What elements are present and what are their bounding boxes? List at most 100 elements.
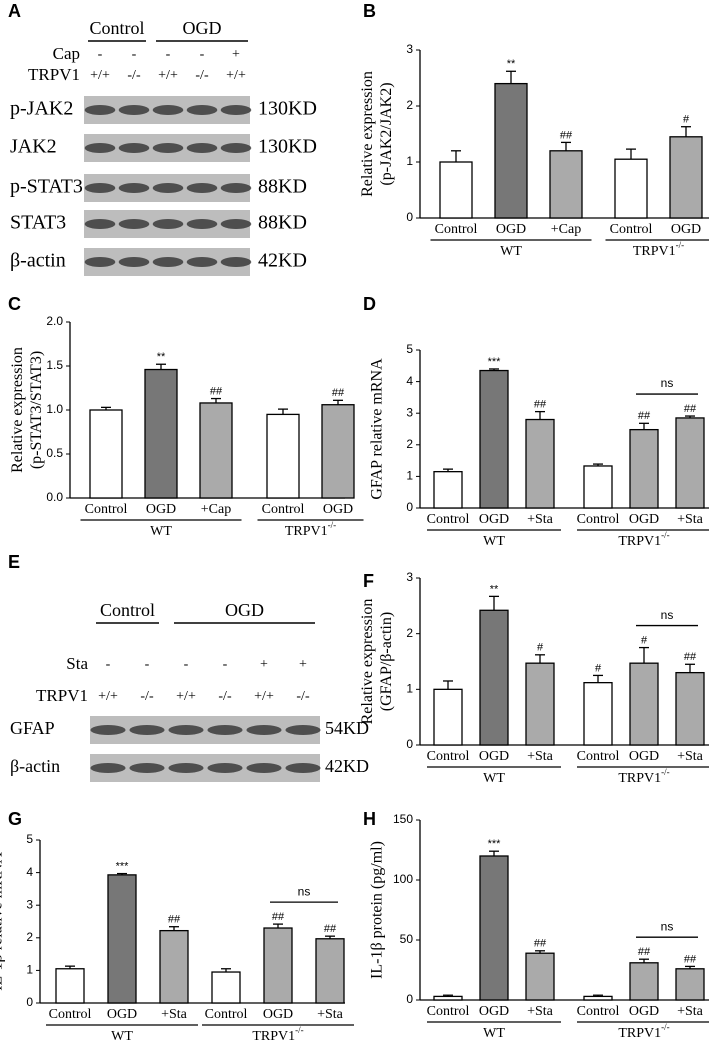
y-tick-label: 1 (406, 154, 413, 168)
protein-size: 130KD (258, 136, 317, 158)
y-axis-label: GFAP relative mRNA (369, 358, 386, 500)
group-header: Control (100, 600, 155, 620)
group-header: OGD (225, 600, 264, 620)
group-label-text: WT (483, 534, 505, 549)
y-tick-label: 3 (26, 897, 33, 911)
blot-band (118, 257, 150, 267)
bar (433, 471, 463, 509)
x-tick-label: +Sta (527, 749, 554, 764)
blot-band (118, 105, 150, 115)
blot-band (186, 143, 218, 153)
lane-label: +/+ (158, 68, 178, 83)
group-label-sup: -/- (661, 530, 670, 540)
blot-band (152, 219, 184, 229)
y-tick-label: 150 (393, 812, 413, 826)
panel-letter: H (363, 809, 376, 829)
bar (525, 418, 555, 509)
blot-band (152, 105, 184, 115)
x-tick-label: Control (427, 749, 470, 764)
blot-band (168, 763, 204, 773)
x-tick-label: +Cap (551, 222, 581, 237)
bar (55, 968, 85, 1004)
lane-label: + (260, 657, 268, 672)
lane-label: -/- (195, 68, 209, 83)
x-tick-label: OGD (629, 1004, 659, 1019)
bar (614, 158, 648, 219)
group-label: TRPV1-/- (633, 240, 684, 259)
significance: # (595, 662, 602, 674)
x-tick-label: Control (427, 1004, 470, 1019)
lane-label: +/+ (226, 68, 246, 83)
group-label-sup: -/- (328, 520, 337, 530)
lane-label: +/+ (176, 689, 196, 704)
significance: ## (272, 911, 285, 923)
y-tick-label: 1 (406, 682, 413, 696)
group-label: WT (150, 524, 172, 539)
lane-label: +/+ (98, 689, 118, 704)
x-tick-label: +Sta (677, 749, 704, 764)
significance: # (537, 642, 544, 654)
panel-letter: C (8, 294, 21, 314)
x-tick-label: +Cap (201, 502, 231, 517)
bar (315, 938, 345, 1004)
bar (669, 136, 703, 219)
group-label-text: TRPV1 (618, 534, 661, 549)
protein-name: p-STAT3 (10, 176, 83, 198)
group-label-text: TRPV1 (618, 771, 661, 786)
y-tick-label: 50 (400, 932, 414, 946)
x-tick-label: OGD (479, 512, 509, 527)
bar (583, 682, 613, 746)
y-tick-label: 3 (406, 42, 413, 56)
blot-strip (90, 716, 320, 744)
significance: *** (116, 860, 130, 872)
y-tick-label: 0 (26, 995, 33, 1009)
significance: ## (168, 914, 181, 926)
bracket-label: ns (661, 608, 674, 622)
y-tick-label: 2.0 (46, 314, 63, 328)
x-tick-label: OGD (479, 1004, 509, 1019)
y-tick-label: 0 (406, 992, 413, 1006)
bar (525, 662, 555, 746)
lane-label: - (184, 657, 189, 672)
significance: *** (488, 356, 502, 368)
significance: ## (324, 923, 337, 935)
blot-band (220, 219, 252, 229)
x-tick-label: OGD (263, 1007, 293, 1022)
blot-band (118, 143, 150, 153)
blot-band (84, 183, 116, 193)
lane-label: - (98, 47, 103, 62)
significance: ## (332, 387, 345, 399)
blot-band (186, 219, 218, 229)
y-axis-label: Relative expression (359, 71, 376, 197)
blot-band (152, 183, 184, 193)
y-tick-label: 0 (406, 210, 413, 224)
blot-band (220, 105, 252, 115)
blot-band (90, 763, 126, 773)
blot-band (152, 143, 184, 153)
bar (433, 688, 463, 746)
protein-name: JAK2 (10, 136, 57, 158)
group-label: TRPV1-/- (252, 1025, 303, 1044)
group-label: WT (500, 244, 522, 259)
x-tick-label: +Sta (317, 1007, 344, 1022)
x-tick-label: Control (205, 1007, 248, 1022)
group-label-text: TRPV1 (633, 244, 676, 259)
bar (159, 929, 189, 1004)
y-tick-label: 3 (406, 405, 413, 419)
bar (199, 402, 233, 499)
bar (629, 962, 659, 1001)
blot-band (118, 219, 150, 229)
group-label: TRPV1-/- (618, 767, 669, 786)
bar (107, 874, 137, 1004)
blot-band (90, 725, 126, 735)
group-label-text: TRPV1 (252, 1029, 295, 1044)
significance: ## (210, 385, 223, 397)
group-label: WT (483, 534, 505, 549)
x-tick-label: OGD (629, 749, 659, 764)
group-label-text: TRPV1 (618, 1026, 661, 1041)
y-tick-label: 1 (406, 469, 413, 483)
blot-band (207, 763, 243, 773)
significance: ## (638, 946, 651, 958)
panel-letter: D (363, 294, 376, 314)
